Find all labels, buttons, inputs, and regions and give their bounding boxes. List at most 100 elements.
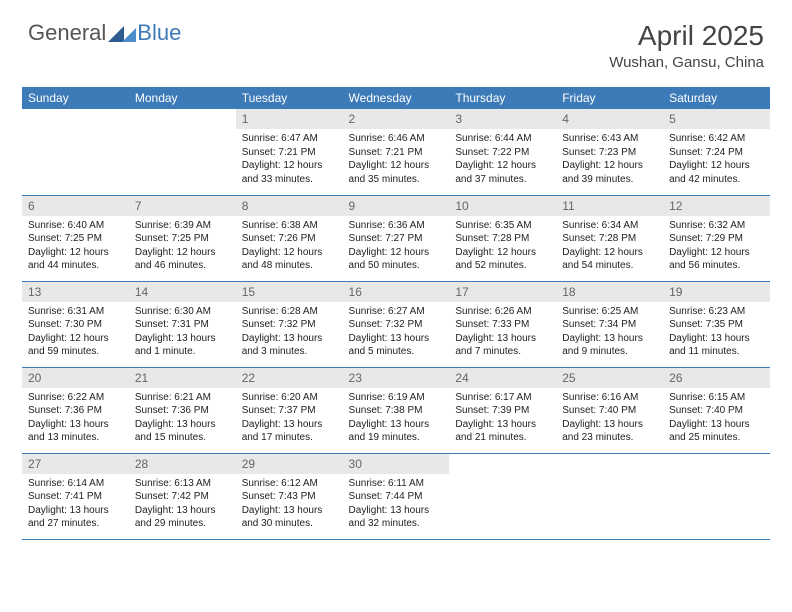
weekday-header: Sunday bbox=[22, 87, 129, 109]
calendar-cell bbox=[22, 109, 129, 195]
day-info: Sunrise: 6:40 AMSunset: 7:25 PMDaylight:… bbox=[22, 216, 129, 277]
day-info: Sunrise: 6:42 AMSunset: 7:24 PMDaylight:… bbox=[663, 129, 770, 190]
day-info: Sunrise: 6:15 AMSunset: 7:40 PMDaylight:… bbox=[663, 388, 770, 449]
day-number: 16 bbox=[343, 282, 450, 302]
calendar-row: 20Sunrise: 6:22 AMSunset: 7:36 PMDayligh… bbox=[22, 367, 770, 453]
calendar-row: 13Sunrise: 6:31 AMSunset: 7:30 PMDayligh… bbox=[22, 281, 770, 367]
day-info: Sunrise: 6:34 AMSunset: 7:28 PMDaylight:… bbox=[556, 216, 663, 277]
day-number: 19 bbox=[663, 282, 770, 302]
calendar-cell: 16Sunrise: 6:27 AMSunset: 7:32 PMDayligh… bbox=[343, 281, 450, 367]
weekday-row: SundayMondayTuesdayWednesdayThursdayFrid… bbox=[22, 87, 770, 109]
calendar-cell: 12Sunrise: 6:32 AMSunset: 7:29 PMDayligh… bbox=[663, 195, 770, 281]
day-info: Sunrise: 6:31 AMSunset: 7:30 PMDaylight:… bbox=[22, 302, 129, 363]
day-info: Sunrise: 6:20 AMSunset: 7:37 PMDaylight:… bbox=[236, 388, 343, 449]
day-number: 9 bbox=[343, 196, 450, 216]
calendar-row: 27Sunrise: 6:14 AMSunset: 7:41 PMDayligh… bbox=[22, 453, 770, 539]
calendar-cell: 10Sunrise: 6:35 AMSunset: 7:28 PMDayligh… bbox=[449, 195, 556, 281]
day-info: Sunrise: 6:11 AMSunset: 7:44 PMDaylight:… bbox=[343, 474, 450, 535]
calendar-cell: 23Sunrise: 6:19 AMSunset: 7:38 PMDayligh… bbox=[343, 367, 450, 453]
day-info: Sunrise: 6:44 AMSunset: 7:22 PMDaylight:… bbox=[449, 129, 556, 190]
calendar-cell: 29Sunrise: 6:12 AMSunset: 7:43 PMDayligh… bbox=[236, 453, 343, 539]
calendar-row: 1Sunrise: 6:47 AMSunset: 7:21 PMDaylight… bbox=[22, 109, 770, 195]
day-number: 25 bbox=[556, 368, 663, 388]
day-number: 5 bbox=[663, 109, 770, 129]
calendar-cell: 13Sunrise: 6:31 AMSunset: 7:30 PMDayligh… bbox=[22, 281, 129, 367]
day-number: 17 bbox=[449, 282, 556, 302]
day-info: Sunrise: 6:38 AMSunset: 7:26 PMDaylight:… bbox=[236, 216, 343, 277]
calendar-cell: 7Sunrise: 6:39 AMSunset: 7:25 PMDaylight… bbox=[129, 195, 236, 281]
day-info: Sunrise: 6:43 AMSunset: 7:23 PMDaylight:… bbox=[556, 129, 663, 190]
day-info: Sunrise: 6:12 AMSunset: 7:43 PMDaylight:… bbox=[236, 474, 343, 535]
weekday-header: Saturday bbox=[663, 87, 770, 109]
calendar-cell: 20Sunrise: 6:22 AMSunset: 7:36 PMDayligh… bbox=[22, 367, 129, 453]
day-number: 26 bbox=[663, 368, 770, 388]
calendar-cell: 4Sunrise: 6:43 AMSunset: 7:23 PMDaylight… bbox=[556, 109, 663, 195]
calendar-cell: 1Sunrise: 6:47 AMSunset: 7:21 PMDaylight… bbox=[236, 109, 343, 195]
day-number: 18 bbox=[556, 282, 663, 302]
calendar-cell: 6Sunrise: 6:40 AMSunset: 7:25 PMDaylight… bbox=[22, 195, 129, 281]
calendar-cell bbox=[663, 453, 770, 539]
calendar-cell: 14Sunrise: 6:30 AMSunset: 7:31 PMDayligh… bbox=[129, 281, 236, 367]
calendar-cell: 27Sunrise: 6:14 AMSunset: 7:41 PMDayligh… bbox=[22, 453, 129, 539]
day-number: 3 bbox=[449, 109, 556, 129]
logo: GeneralBlue bbox=[28, 20, 181, 46]
calendar-cell: 9Sunrise: 6:36 AMSunset: 7:27 PMDaylight… bbox=[343, 195, 450, 281]
day-number: 11 bbox=[556, 196, 663, 216]
calendar-cell: 11Sunrise: 6:34 AMSunset: 7:28 PMDayligh… bbox=[556, 195, 663, 281]
location-text: Wushan, Gansu, China bbox=[609, 54, 764, 71]
day-number: 29 bbox=[236, 454, 343, 474]
day-number: 13 bbox=[22, 282, 129, 302]
weekday-header: Friday bbox=[556, 87, 663, 109]
day-info: Sunrise: 6:25 AMSunset: 7:34 PMDaylight:… bbox=[556, 302, 663, 363]
day-info: Sunrise: 6:16 AMSunset: 7:40 PMDaylight:… bbox=[556, 388, 663, 449]
calendar-cell: 24Sunrise: 6:17 AMSunset: 7:39 PMDayligh… bbox=[449, 367, 556, 453]
calendar-cell: 22Sunrise: 6:20 AMSunset: 7:37 PMDayligh… bbox=[236, 367, 343, 453]
day-info: Sunrise: 6:13 AMSunset: 7:42 PMDaylight:… bbox=[129, 474, 236, 535]
day-number: 23 bbox=[343, 368, 450, 388]
calendar-cell bbox=[129, 109, 236, 195]
calendar-cell: 3Sunrise: 6:44 AMSunset: 7:22 PMDaylight… bbox=[449, 109, 556, 195]
page-title: April 2025 bbox=[609, 20, 764, 52]
day-number: 24 bbox=[449, 368, 556, 388]
day-info: Sunrise: 6:14 AMSunset: 7:41 PMDaylight:… bbox=[22, 474, 129, 535]
calendar-cell: 8Sunrise: 6:38 AMSunset: 7:26 PMDaylight… bbox=[236, 195, 343, 281]
calendar-cell: 5Sunrise: 6:42 AMSunset: 7:24 PMDaylight… bbox=[663, 109, 770, 195]
day-number: 10 bbox=[449, 196, 556, 216]
calendar-cell: 26Sunrise: 6:15 AMSunset: 7:40 PMDayligh… bbox=[663, 367, 770, 453]
day-number: 28 bbox=[129, 454, 236, 474]
calendar-body: 1Sunrise: 6:47 AMSunset: 7:21 PMDaylight… bbox=[22, 109, 770, 539]
calendar-cell: 25Sunrise: 6:16 AMSunset: 7:40 PMDayligh… bbox=[556, 367, 663, 453]
day-info: Sunrise: 6:21 AMSunset: 7:36 PMDaylight:… bbox=[129, 388, 236, 449]
day-number: 15 bbox=[236, 282, 343, 302]
day-info: Sunrise: 6:26 AMSunset: 7:33 PMDaylight:… bbox=[449, 302, 556, 363]
logo-text: GeneralBlue bbox=[28, 20, 181, 46]
weekday-header: Wednesday bbox=[343, 87, 450, 109]
day-number: 21 bbox=[129, 368, 236, 388]
calendar-cell: 17Sunrise: 6:26 AMSunset: 7:33 PMDayligh… bbox=[449, 281, 556, 367]
calendar-cell: 15Sunrise: 6:28 AMSunset: 7:32 PMDayligh… bbox=[236, 281, 343, 367]
calendar-cell: 30Sunrise: 6:11 AMSunset: 7:44 PMDayligh… bbox=[343, 453, 450, 539]
day-info: Sunrise: 6:46 AMSunset: 7:21 PMDaylight:… bbox=[343, 129, 450, 190]
calendar-cell: 2Sunrise: 6:46 AMSunset: 7:21 PMDaylight… bbox=[343, 109, 450, 195]
calendar-cell: 18Sunrise: 6:25 AMSunset: 7:34 PMDayligh… bbox=[556, 281, 663, 367]
day-number: 6 bbox=[22, 196, 129, 216]
day-info: Sunrise: 6:23 AMSunset: 7:35 PMDaylight:… bbox=[663, 302, 770, 363]
day-number: 4 bbox=[556, 109, 663, 129]
day-info: Sunrise: 6:39 AMSunset: 7:25 PMDaylight:… bbox=[129, 216, 236, 277]
day-number: 2 bbox=[343, 109, 450, 129]
weekday-header: Monday bbox=[129, 87, 236, 109]
weekday-header: Tuesday bbox=[236, 87, 343, 109]
calendar-cell bbox=[556, 453, 663, 539]
day-number: 20 bbox=[22, 368, 129, 388]
calendar-cell: 28Sunrise: 6:13 AMSunset: 7:42 PMDayligh… bbox=[129, 453, 236, 539]
weekday-header: Thursday bbox=[449, 87, 556, 109]
header: GeneralBlue April 2025 Wushan, Gansu, Ch… bbox=[0, 0, 792, 79]
day-info: Sunrise: 6:30 AMSunset: 7:31 PMDaylight:… bbox=[129, 302, 236, 363]
calendar-cell bbox=[449, 453, 556, 539]
day-info: Sunrise: 6:19 AMSunset: 7:38 PMDaylight:… bbox=[343, 388, 450, 449]
day-info: Sunrise: 6:35 AMSunset: 7:28 PMDaylight:… bbox=[449, 216, 556, 277]
day-number: 14 bbox=[129, 282, 236, 302]
logo-mark-icon bbox=[108, 24, 136, 42]
day-info: Sunrise: 6:22 AMSunset: 7:36 PMDaylight:… bbox=[22, 388, 129, 449]
calendar-cell: 19Sunrise: 6:23 AMSunset: 7:35 PMDayligh… bbox=[663, 281, 770, 367]
